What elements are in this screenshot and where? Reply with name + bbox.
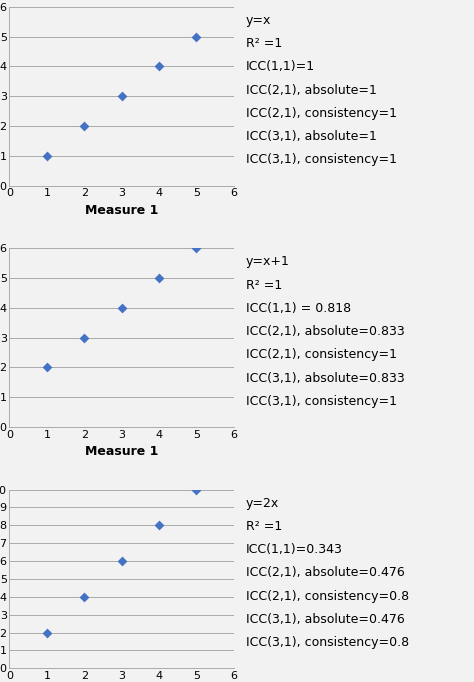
Point — [118, 556, 126, 567]
Point — [43, 150, 51, 161]
Point — [118, 302, 126, 313]
Point — [43, 627, 51, 638]
X-axis label: Measure 1: Measure 1 — [85, 204, 158, 217]
Text: ICC(3,1), absolute=0.476: ICC(3,1), absolute=0.476 — [246, 613, 404, 626]
Text: ICC(3,1), absolute=1: ICC(3,1), absolute=1 — [246, 130, 376, 143]
Text: ICC(1,1)=0.343: ICC(1,1)=0.343 — [246, 543, 342, 557]
Point — [43, 362, 51, 373]
Text: ICC(3,1), consistency=1: ICC(3,1), consistency=1 — [246, 153, 397, 166]
Text: y=x+1: y=x+1 — [246, 255, 290, 268]
Point — [81, 591, 88, 602]
Text: y=2x: y=2x — [246, 496, 279, 509]
Point — [155, 520, 163, 531]
Text: R² =1: R² =1 — [246, 520, 282, 533]
Text: ICC(1,1) = 0.818: ICC(1,1) = 0.818 — [246, 302, 351, 315]
Text: ICC(2,1), absolute=0.833: ICC(2,1), absolute=0.833 — [246, 325, 404, 338]
Text: ICC(3,1), consistency=1: ICC(3,1), consistency=1 — [246, 395, 397, 408]
Point — [192, 31, 200, 42]
Text: R² =1: R² =1 — [246, 278, 282, 292]
Point — [192, 484, 200, 495]
Text: ICC(2,1), consistency=1: ICC(2,1), consistency=1 — [246, 107, 397, 120]
Text: R² =1: R² =1 — [246, 38, 282, 50]
X-axis label: Measure 1: Measure 1 — [85, 445, 158, 458]
Text: ICC(2,1), absolute=1: ICC(2,1), absolute=1 — [246, 84, 376, 97]
Text: ICC(3,1), consistency=0.8: ICC(3,1), consistency=0.8 — [246, 636, 409, 649]
Point — [192, 243, 200, 254]
Point — [81, 332, 88, 343]
Text: ICC(2,1), consistency=0.8: ICC(2,1), consistency=0.8 — [246, 590, 409, 603]
Point — [155, 61, 163, 72]
Text: ICC(2,1), consistency=1: ICC(2,1), consistency=1 — [246, 349, 397, 361]
Text: y=x: y=x — [246, 14, 271, 27]
Point — [81, 121, 88, 132]
Text: ICC(2,1), absolute=0.476: ICC(2,1), absolute=0.476 — [246, 567, 404, 580]
Point — [155, 273, 163, 284]
Point — [118, 91, 126, 102]
Text: ICC(1,1)=1: ICC(1,1)=1 — [246, 61, 315, 74]
Text: ICC(3,1), absolute=0.833: ICC(3,1), absolute=0.833 — [246, 372, 404, 385]
